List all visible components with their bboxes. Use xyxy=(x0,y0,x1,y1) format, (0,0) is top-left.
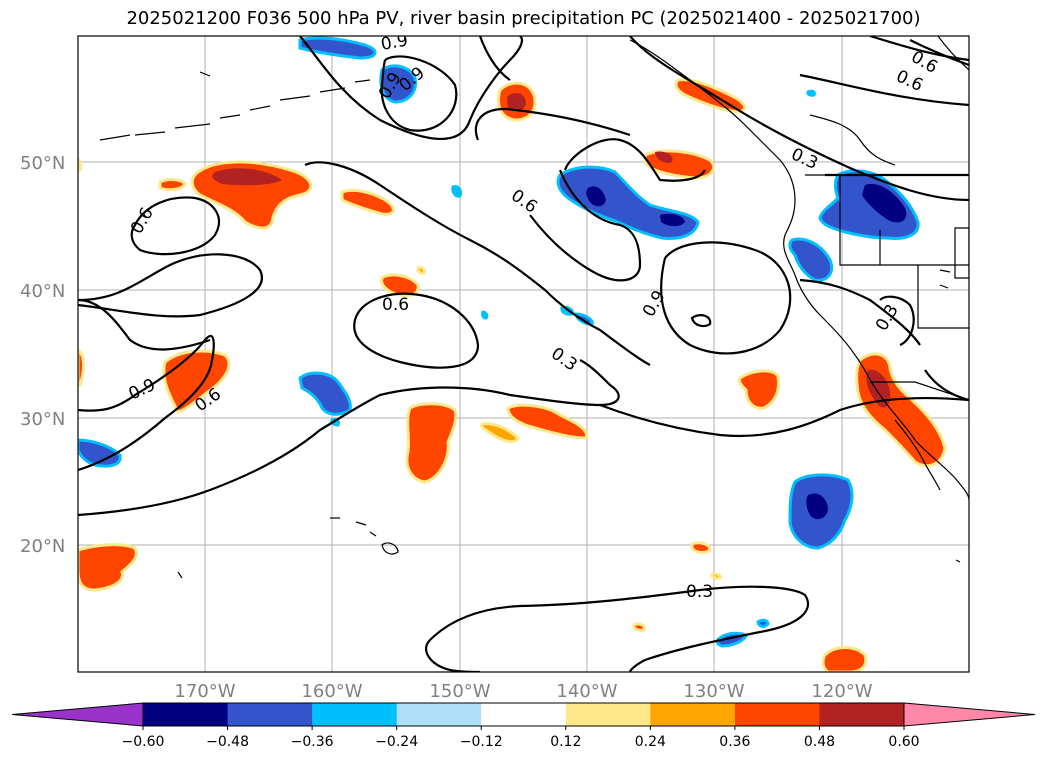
colorbar-tick-label: −0.12 xyxy=(460,734,503,750)
colorbar-tick-label: 0.12 xyxy=(550,734,581,750)
colorbar-tick-label: 0.36 xyxy=(719,734,750,750)
colorbar-outline xyxy=(142,702,905,727)
colorbar-extend-high xyxy=(903,702,1036,727)
coastlines xyxy=(99,36,969,579)
colorbar-segment xyxy=(650,703,736,726)
colorbar-segment xyxy=(565,703,651,726)
contour-label: 0.9 xyxy=(379,31,409,55)
colorbar-tick-label: −0.48 xyxy=(206,734,249,750)
lon-label-130w: 130°W xyxy=(683,681,744,702)
lat-label-40n: 40°N xyxy=(20,281,65,302)
colorbar-tick-label: −0.60 xyxy=(122,734,165,750)
lon-label-140w: 140°W xyxy=(556,681,617,702)
lat-label-20n: 20°N xyxy=(20,536,65,557)
lat-label-50n: 50°N xyxy=(20,153,65,174)
lon-label-170w: 170°W xyxy=(174,681,235,702)
lon-label-150w: 150°W xyxy=(429,681,490,702)
lon-label-160w: 160°W xyxy=(301,681,362,702)
colorbar-tick-label: 0.48 xyxy=(804,734,835,750)
contour-label: 0.6 xyxy=(382,295,409,315)
latitude-labels: 50°N 40°N 30°N 20°N xyxy=(20,153,65,557)
map-plot-area xyxy=(78,36,969,672)
map-title: 2025021200 F036 500 hPa PV, river basin … xyxy=(126,8,921,29)
colorbar-tick-label: 0.24 xyxy=(635,734,666,750)
colorbar-segment xyxy=(396,703,482,726)
colorbar-segment xyxy=(734,703,820,726)
lat-label-30n: 30°N xyxy=(20,409,65,430)
colorbar-segment xyxy=(312,703,398,726)
contour-label: 0.3 xyxy=(686,582,713,602)
negative-precip-regions xyxy=(78,36,920,648)
longitude-labels: 170°W 160°W 150°W 140°W 130°W 120°W xyxy=(174,681,872,702)
colorbar: −0.60 −0.48 −0.36 −0.24 −0.12 0.12 0.24 0.36 0.4… xyxy=(11,702,1036,750)
colorbar-segment xyxy=(227,703,313,726)
map-border xyxy=(77,35,970,673)
colorbar-extend-low xyxy=(11,702,144,727)
colorbar-tick-label: 0.60 xyxy=(888,734,919,750)
colorbar-segment xyxy=(481,703,567,726)
colorbar-segment xyxy=(819,703,905,726)
lon-label-120w: 120°W xyxy=(811,681,872,702)
colorbar-tick-label: −0.24 xyxy=(375,734,418,750)
colorbar-segment xyxy=(143,703,229,726)
colorbar-tick-label: −0.36 xyxy=(291,734,334,750)
